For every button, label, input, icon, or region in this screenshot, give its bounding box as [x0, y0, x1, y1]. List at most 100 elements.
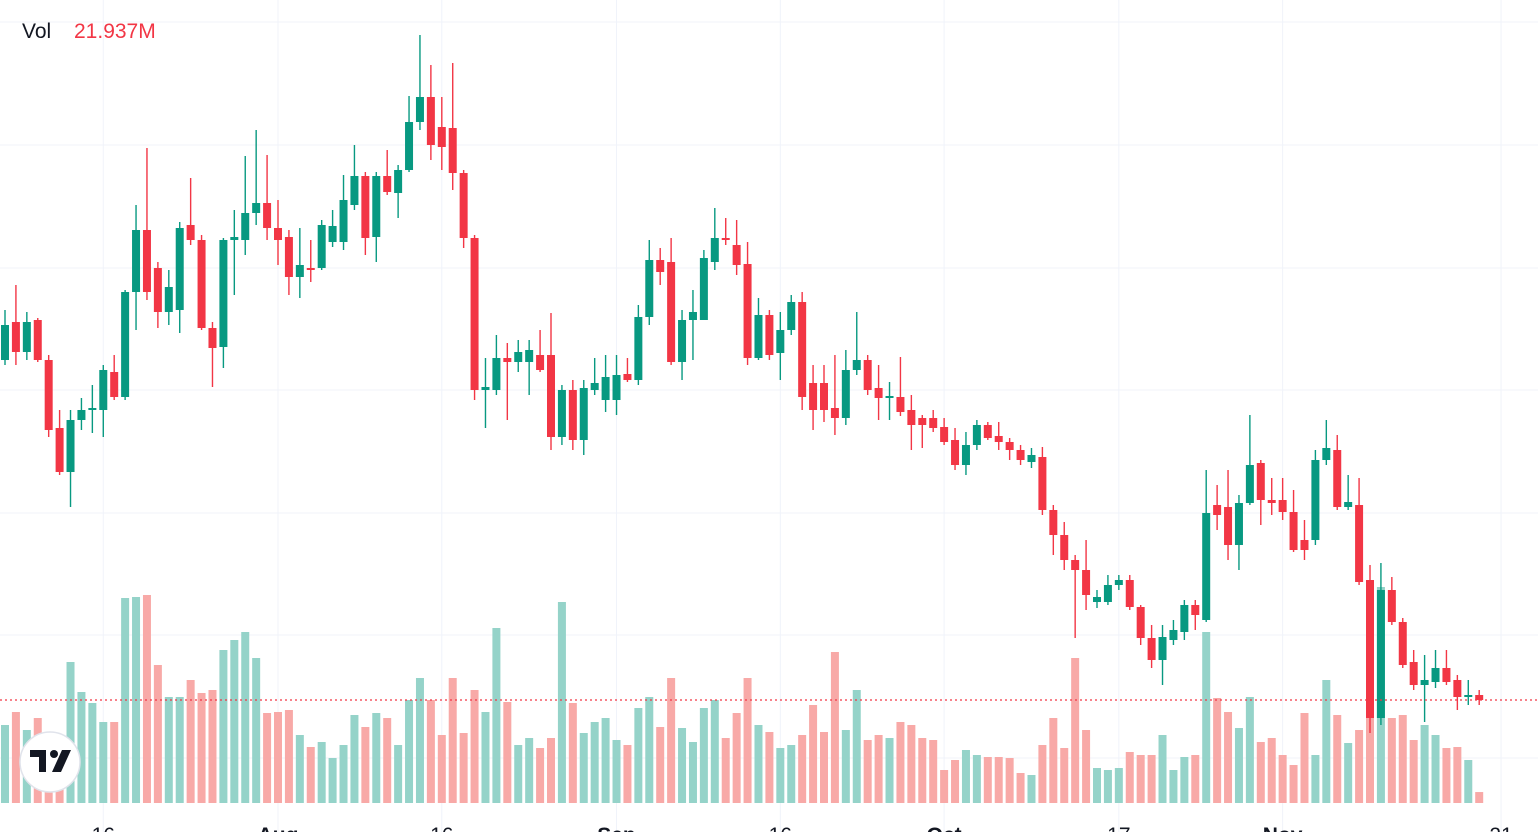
volume-bar [743, 678, 752, 803]
candle-body [33, 320, 42, 360]
volume-bar [263, 713, 272, 803]
candle-body [557, 390, 566, 437]
volume-legend-value: 21.937M [74, 20, 156, 43]
volume-bar [841, 730, 850, 803]
candle-body [601, 377, 610, 400]
volume-bar [961, 750, 970, 803]
candle-body [361, 176, 370, 238]
candle-body [1169, 630, 1178, 640]
volume-bar [863, 740, 872, 803]
volume-bar [1344, 743, 1353, 803]
candle-body [492, 358, 501, 390]
volume-bar [667, 678, 676, 803]
volume-bar [1213, 698, 1222, 803]
volume-bar [437, 735, 446, 803]
candle-body [787, 302, 796, 330]
candle-body [263, 203, 272, 228]
candle-body [339, 200, 348, 242]
volume-bar [208, 690, 217, 803]
candle-body [1311, 460, 1320, 540]
candle-body [295, 265, 304, 277]
candle-body [1082, 570, 1091, 595]
candle-body [1322, 448, 1331, 460]
volume-bar [295, 735, 304, 803]
volume-bar [929, 740, 938, 803]
volume-bar [1431, 735, 1440, 803]
volume-bar [940, 770, 949, 803]
volume-bar [1322, 680, 1331, 803]
volume-bar [1191, 755, 1200, 803]
volume-bar [590, 722, 599, 803]
candle-body [1136, 607, 1145, 638]
candle-body [306, 268, 315, 270]
volume-bar [547, 738, 555, 803]
volume-bar [110, 722, 119, 803]
candle-body [1333, 450, 1342, 507]
candle-body [918, 418, 927, 425]
candle-body [525, 350, 534, 362]
candle-body [896, 397, 905, 412]
candle-body [1158, 637, 1167, 660]
candle-body [841, 370, 850, 418]
candle-body [1049, 510, 1058, 535]
volume-bar [197, 693, 206, 803]
volume-bar [470, 690, 479, 803]
candle-body [809, 383, 818, 410]
candle-body [874, 388, 883, 398]
volume-bars [1, 587, 1484, 803]
volume-bar [328, 758, 337, 803]
volume-bar [66, 662, 75, 803]
volume-bar [907, 725, 916, 803]
volume-bar [787, 745, 796, 803]
volume-bar [852, 690, 861, 803]
candle-body [590, 383, 599, 390]
volume-bar [874, 735, 883, 803]
candle-body [274, 228, 282, 240]
candle-body [1289, 512, 1298, 550]
volume-bar [405, 700, 414, 803]
candle-body [776, 330, 785, 353]
candle-body [110, 372, 119, 397]
volume-bar [492, 628, 501, 803]
candle-body [1038, 457, 1047, 510]
candle-body [688, 312, 697, 320]
volume-bar [1311, 755, 1320, 803]
logo-glyph [50, 750, 58, 758]
candle-body [121, 292, 130, 397]
candle-body [350, 176, 359, 205]
candle-body [186, 225, 195, 240]
candle-body [634, 317, 643, 380]
candle-body [1224, 507, 1233, 545]
volume-bar [765, 732, 774, 803]
volume-bar [415, 678, 424, 803]
candle-body [208, 328, 217, 348]
volume-bar [623, 745, 632, 803]
candle-body [1114, 580, 1123, 585]
candle-body [197, 240, 206, 328]
candle-body [907, 410, 916, 425]
candle-body [514, 352, 523, 362]
candle-body [1, 325, 9, 360]
volume-bar [1409, 740, 1418, 803]
volume-bar [1333, 715, 1342, 803]
volume-bar [339, 745, 348, 803]
candle-body [1453, 680, 1462, 697]
candle-body [1256, 463, 1265, 500]
volume-bar [306, 747, 315, 803]
candle-body [623, 374, 632, 380]
candle-body [1016, 450, 1025, 460]
volume-bar [1398, 715, 1407, 803]
volume-bar [142, 595, 151, 803]
volume-bar [1300, 713, 1309, 803]
volume-bar [634, 708, 643, 803]
volume-bar [1027, 775, 1036, 803]
volume-bar [1103, 770, 1112, 803]
volume-bar [1060, 748, 1069, 803]
candle-body [394, 170, 403, 193]
candle-body [66, 420, 75, 472]
candle-body [1245, 465, 1254, 503]
candle-body [972, 425, 981, 445]
candle-body [1234, 503, 1243, 545]
candle-body [536, 355, 545, 370]
